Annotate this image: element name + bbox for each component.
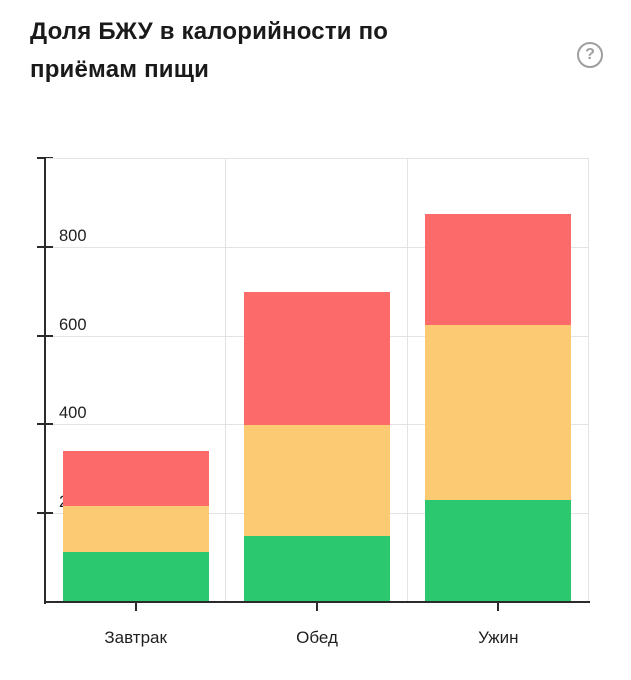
y-axis-line xyxy=(44,158,46,604)
x-axis-label: Завтрак xyxy=(104,628,167,647)
bar-3-green-bottom-segment xyxy=(425,500,572,601)
x-axis-line xyxy=(44,601,590,603)
x-axis-label: Ужин xyxy=(478,628,519,647)
x-axis-tick xyxy=(134,603,137,611)
bar-3-red-top-segment xyxy=(425,214,572,325)
bar-1-yellow-middle-segment xyxy=(62,506,209,553)
bar-1-green-bottom-segment xyxy=(62,552,209,601)
y-axis-label: 400 xyxy=(59,404,87,423)
x-axis-tick xyxy=(316,603,318,611)
chart-title: Доля БЖУ в калорийности по приёмам пищи xyxy=(30,18,389,83)
gridline-horizontal xyxy=(45,246,589,248)
bar-2-green-bottom-segment xyxy=(244,535,390,601)
gridline-vertical xyxy=(225,158,227,602)
gridline-vertical xyxy=(406,158,408,602)
stacked-bar-chart: 200400600800ЗавтракОбедУжин xyxy=(37,157,590,647)
x-axis-label: Обед xyxy=(296,628,338,647)
bar-3-yellow-middle-segment xyxy=(425,324,572,501)
help-icon[interactable]: ? xyxy=(577,42,603,68)
bar-1-red-top-segment xyxy=(62,451,209,507)
bar-2-yellow-middle-segment xyxy=(244,425,390,536)
x-axis-tick xyxy=(497,603,500,611)
plot-top-border xyxy=(45,158,589,159)
y-axis-label: 800 xyxy=(59,226,87,245)
question-mark-glyph: ? xyxy=(585,46,595,63)
y-axis-label: 600 xyxy=(59,315,87,334)
gridline-vertical xyxy=(588,158,589,602)
bar-2-red-top-segment xyxy=(244,291,390,426)
